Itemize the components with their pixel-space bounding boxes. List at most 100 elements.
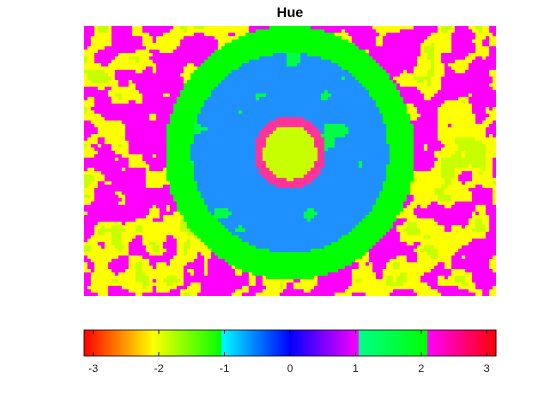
heatmap-cell <box>444 26 449 30</box>
heatmap-cell <box>279 137 284 142</box>
heatmap-cell <box>228 53 233 57</box>
heatmap-cell <box>368 107 373 111</box>
heatmap-cell <box>121 103 126 108</box>
heatmap-cell <box>358 29 363 34</box>
heatmap-cell <box>111 66 116 71</box>
heatmap-cell <box>272 164 277 169</box>
heatmap-cell <box>125 127 130 132</box>
heatmap-cell <box>272 83 277 88</box>
heatmap-cell <box>125 117 130 122</box>
heatmap-cell <box>111 36 116 41</box>
heatmap-cell <box>183 113 188 118</box>
heatmap-cell <box>176 49 181 54</box>
heatmap-cell <box>204 73 209 78</box>
heatmap-cell <box>156 93 161 98</box>
heatmap-cell <box>180 157 185 162</box>
heatmap-cell <box>296 120 301 125</box>
heatmap-cell <box>142 137 147 142</box>
heatmap-cell <box>331 113 336 118</box>
heatmap-cell <box>471 120 476 125</box>
heatmap-cell <box>97 42 102 47</box>
heatmap-cell <box>217 49 222 54</box>
heatmap-cell <box>403 157 408 162</box>
heatmap-cell <box>173 110 178 115</box>
heatmap-cell <box>283 113 288 118</box>
heatmap-cell <box>482 123 487 128</box>
heatmap-cell <box>162 66 167 71</box>
heatmap-cell <box>169 93 174 98</box>
heatmap-cell <box>338 49 343 54</box>
heatmap-cell <box>193 32 198 37</box>
heatmap-cell <box>114 117 119 122</box>
heatmap-cell <box>465 39 470 44</box>
heatmap-cell <box>478 83 483 88</box>
heatmap-cell <box>379 161 384 165</box>
heatmap-cell <box>162 56 167 61</box>
heatmap-cell <box>482 69 487 74</box>
heatmap-cell <box>427 127 432 132</box>
heatmap-cell <box>221 140 226 145</box>
heatmap-cell <box>386 93 391 98</box>
heatmap-cell <box>252 161 257 165</box>
heatmap-cell <box>344 73 349 78</box>
heatmap-cell <box>368 80 373 84</box>
heatmap-cell <box>468 39 473 44</box>
heatmap-cell <box>348 120 353 125</box>
heatmap-cell <box>125 120 130 125</box>
heatmap-cell <box>338 100 343 105</box>
heatmap-cell <box>447 154 452 159</box>
heatmap-cell <box>393 140 398 145</box>
heatmap-cell <box>162 140 167 145</box>
heatmap-cell <box>90 93 95 98</box>
heatmap-cell <box>217 107 222 111</box>
heatmap-cell <box>290 103 295 108</box>
heatmap-cell <box>444 46 449 51</box>
heatmap-cell <box>204 49 209 54</box>
heatmap-cell <box>245 120 250 125</box>
heatmap-cell <box>461 150 466 155</box>
heatmap-cell <box>121 46 126 51</box>
heatmap-cell <box>221 80 226 84</box>
heatmap-cell <box>420 80 425 84</box>
heatmap-cell <box>118 76 123 81</box>
heatmap-cell <box>283 123 288 128</box>
heatmap-cell <box>162 103 167 108</box>
heatmap-cell <box>393 63 398 68</box>
heatmap-cell <box>156 59 161 64</box>
heatmap-cell <box>307 144 312 149</box>
heatmap-cell <box>235 120 240 125</box>
heatmap-cell <box>406 59 411 64</box>
heatmap-cell <box>125 32 130 37</box>
heatmap-cell <box>128 157 133 162</box>
heatmap-cell <box>87 90 92 95</box>
heatmap-cell <box>441 137 446 142</box>
heatmap-cell <box>441 127 446 132</box>
heatmap-cell <box>108 49 113 54</box>
heatmap-cell <box>348 157 353 162</box>
heatmap-cell <box>393 127 398 132</box>
heatmap-cell <box>183 134 188 138</box>
heatmap-cell <box>358 53 363 57</box>
heatmap-cell <box>145 130 150 135</box>
heatmap-cell <box>372 130 377 135</box>
heatmap-cell <box>145 73 150 78</box>
heatmap-cell <box>362 93 367 98</box>
heatmap-cell <box>97 53 102 57</box>
heatmap-cell <box>276 53 281 57</box>
heatmap-cell <box>111 42 116 47</box>
heatmap-cell <box>248 134 253 138</box>
heatmap-cell <box>84 103 89 108</box>
heatmap-cell <box>262 59 267 64</box>
heatmap-cell <box>118 134 123 138</box>
heatmap-cell <box>406 154 411 159</box>
heatmap-cell <box>348 26 353 30</box>
heatmap-cell <box>193 147 198 152</box>
heatmap-cell <box>492 32 496 37</box>
heatmap-cell <box>461 123 466 128</box>
heatmap-cell <box>193 73 198 78</box>
heatmap-cell <box>135 26 140 30</box>
heatmap-cell <box>303 120 308 125</box>
heatmap-cell <box>176 140 181 145</box>
heatmap-cell <box>118 161 123 165</box>
heatmap-cell <box>348 110 353 115</box>
